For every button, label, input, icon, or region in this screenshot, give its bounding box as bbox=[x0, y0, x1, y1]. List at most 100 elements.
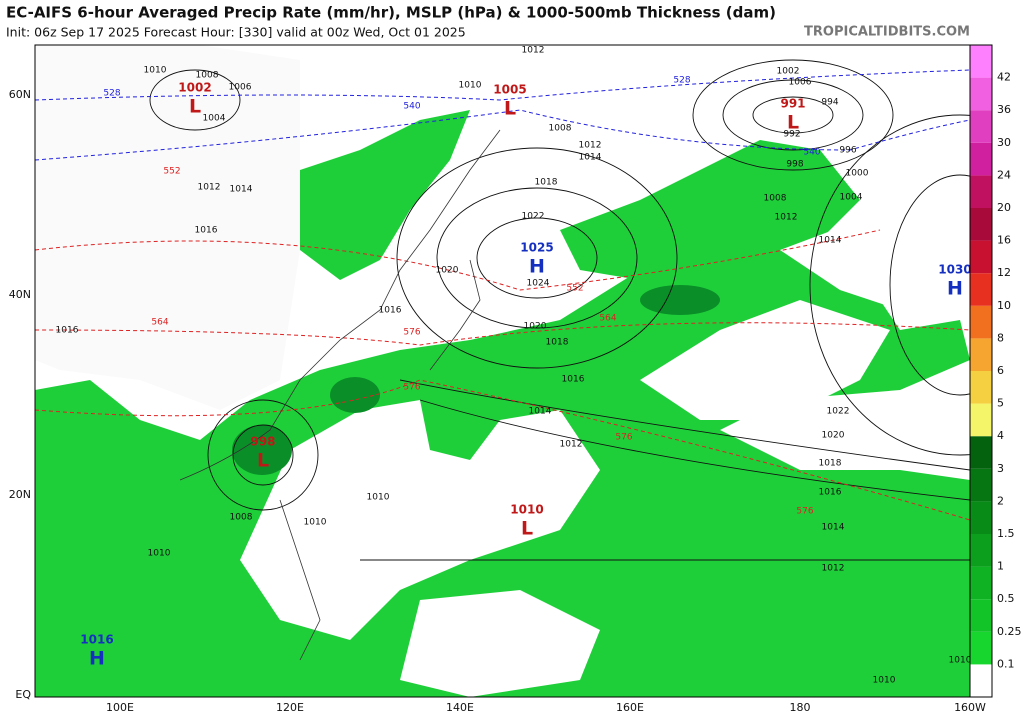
isobar-label: 1010 bbox=[459, 81, 482, 91]
isobar-label: 1012 bbox=[579, 141, 602, 151]
isobar-label: 1012 bbox=[775, 213, 798, 223]
isobar-label: 1010 bbox=[144, 66, 167, 76]
thickness-label: 540 bbox=[403, 102, 420, 112]
colorbar: 42 36 30 24 20 16 12 10 8 6 5 4 3 2 1.5 1 0.5 0.25 0.1 bbox=[969, 44, 1022, 698]
isobar-label: 1006 bbox=[789, 78, 812, 88]
title: EC-AIFS 6-hour Averaged Precip Rate (mm/… bbox=[6, 4, 776, 22]
isobar-label: 1012 bbox=[822, 564, 845, 574]
isobar-label: 1008 bbox=[196, 71, 219, 81]
center-kind: H bbox=[89, 648, 105, 670]
isobar-label: 1010 bbox=[304, 518, 327, 528]
colorbar-swatch bbox=[970, 403, 992, 437]
center-kind: L bbox=[504, 98, 516, 120]
center-pressure: 1005 bbox=[493, 83, 526, 97]
isobar-label: 1004 bbox=[840, 193, 863, 203]
isobar-label: 1004 bbox=[203, 114, 226, 124]
isobar-label: 1012 bbox=[198, 183, 221, 193]
colorbar-label: 16 bbox=[997, 234, 1011, 247]
center-kind: L bbox=[257, 450, 269, 472]
colorbar-swatch bbox=[970, 664, 992, 697]
colorbar-label: 2 bbox=[997, 494, 1004, 507]
isobar-label: 1018 bbox=[819, 459, 842, 469]
thickness-label: 540 bbox=[803, 148, 820, 158]
isobar-label: 1024 bbox=[527, 279, 550, 289]
center-pressure: 1016 bbox=[80, 633, 113, 647]
thickness-lines-cold bbox=[35, 69, 970, 161]
site-name: TROPICALTIDBITS.COM bbox=[804, 25, 970, 40]
thickness-label: 576 bbox=[796, 507, 813, 517]
isobar-label: 1022 bbox=[827, 407, 850, 417]
colorbar-label: 3 bbox=[997, 462, 1004, 475]
isobar-label: 996 bbox=[839, 146, 856, 156]
lon-label: 120E bbox=[276, 701, 304, 714]
colorbar-swatch bbox=[970, 501, 992, 534]
isobar-labels: 1010 1008 1006 1004 1012 1014 1016 1012 1010 1008… bbox=[56, 46, 972, 686]
colorbar-swatch bbox=[970, 240, 992, 274]
center-kind: L bbox=[787, 112, 799, 134]
isobar-label: 1010 bbox=[367, 493, 390, 503]
lon-label: 180 bbox=[790, 701, 811, 714]
colorbar-label: 42 bbox=[997, 71, 1011, 84]
isobar-label: 1006 bbox=[229, 83, 252, 93]
isobar-label: 1016 bbox=[819, 488, 842, 498]
thickness-lines bbox=[35, 229, 970, 521]
isobar-label: 1008 bbox=[764, 194, 787, 204]
thickness-label: 552 bbox=[566, 284, 583, 294]
isobar-label: 1022 bbox=[522, 212, 545, 222]
colorbar-frame bbox=[969, 44, 993, 698]
isobar-label: 994 bbox=[821, 98, 838, 108]
isobar-label: 1018 bbox=[546, 338, 569, 348]
isobar-label: 1010 bbox=[949, 656, 972, 666]
isobar-label: 1010 bbox=[873, 676, 896, 686]
isobar-label: 1020 bbox=[436, 266, 459, 276]
thickness-label: 576 bbox=[615, 433, 632, 443]
colorbar-label: 24 bbox=[997, 168, 1011, 181]
colorbar-swatch bbox=[970, 468, 992, 502]
center-pressure: 1025 bbox=[520, 241, 553, 255]
isobar-label: 1002 bbox=[777, 67, 800, 77]
init-line: Init: 06z Sep 17 2025 Forecast Hour: [33… bbox=[6, 25, 466, 40]
isobar-label: 1016 bbox=[562, 375, 585, 385]
isobar-label: 1010 bbox=[148, 549, 171, 559]
thickness-label: 576 bbox=[403, 383, 420, 393]
colorbar-label: 8 bbox=[997, 331, 1004, 344]
thickness-label: 528 bbox=[673, 76, 690, 86]
colorbar-label: 5 bbox=[997, 397, 1004, 410]
thickness-label: 576 bbox=[403, 328, 420, 338]
colorbar-swatch bbox=[970, 208, 992, 241]
center-pressure: 1010 bbox=[510, 503, 543, 517]
lat-label: EQ bbox=[15, 688, 31, 701]
isobar-label: 1016 bbox=[195, 226, 218, 236]
colorbar-swatch bbox=[970, 110, 992, 143]
colorbar-label: 0.1 bbox=[997, 657, 1015, 670]
colorbar-swatch bbox=[970, 305, 992, 339]
center-kind: L bbox=[189, 96, 201, 118]
isobar-label: 1016 bbox=[379, 306, 402, 316]
lat-label: 20N bbox=[9, 488, 31, 501]
isobar-label: 1018 bbox=[535, 178, 558, 188]
colorbar-label: 4 bbox=[997, 429, 1004, 442]
isobar-label: 1014 bbox=[230, 185, 253, 195]
colorbar-swatch bbox=[970, 77, 992, 111]
center-kind: H bbox=[529, 256, 545, 278]
lon-label: 140E bbox=[446, 701, 474, 714]
isobar-label: 1014 bbox=[819, 236, 842, 246]
colorbar-label: 0.5 bbox=[997, 592, 1015, 605]
colorbar-swatch bbox=[970, 566, 992, 600]
colorbar-label: 10 bbox=[997, 299, 1011, 312]
colorbar-label: 20 bbox=[997, 201, 1011, 214]
colorbar-swatch bbox=[970, 631, 992, 665]
lon-label: 160W bbox=[954, 701, 986, 714]
colorbar-label: 6 bbox=[997, 364, 1004, 377]
colorbar-label: 0.25 bbox=[997, 625, 1022, 638]
isobar-label: 998 bbox=[786, 160, 803, 170]
isobar-label: 1014 bbox=[579, 153, 602, 163]
center-pressure: 991 bbox=[780, 97, 805, 111]
isobar-label: 1020 bbox=[524, 322, 547, 332]
colorbar-swatch bbox=[970, 436, 992, 469]
colorbar-swatch bbox=[970, 599, 992, 632]
lat-label: 60N bbox=[9, 88, 31, 101]
lon-label: 160E bbox=[616, 701, 644, 714]
